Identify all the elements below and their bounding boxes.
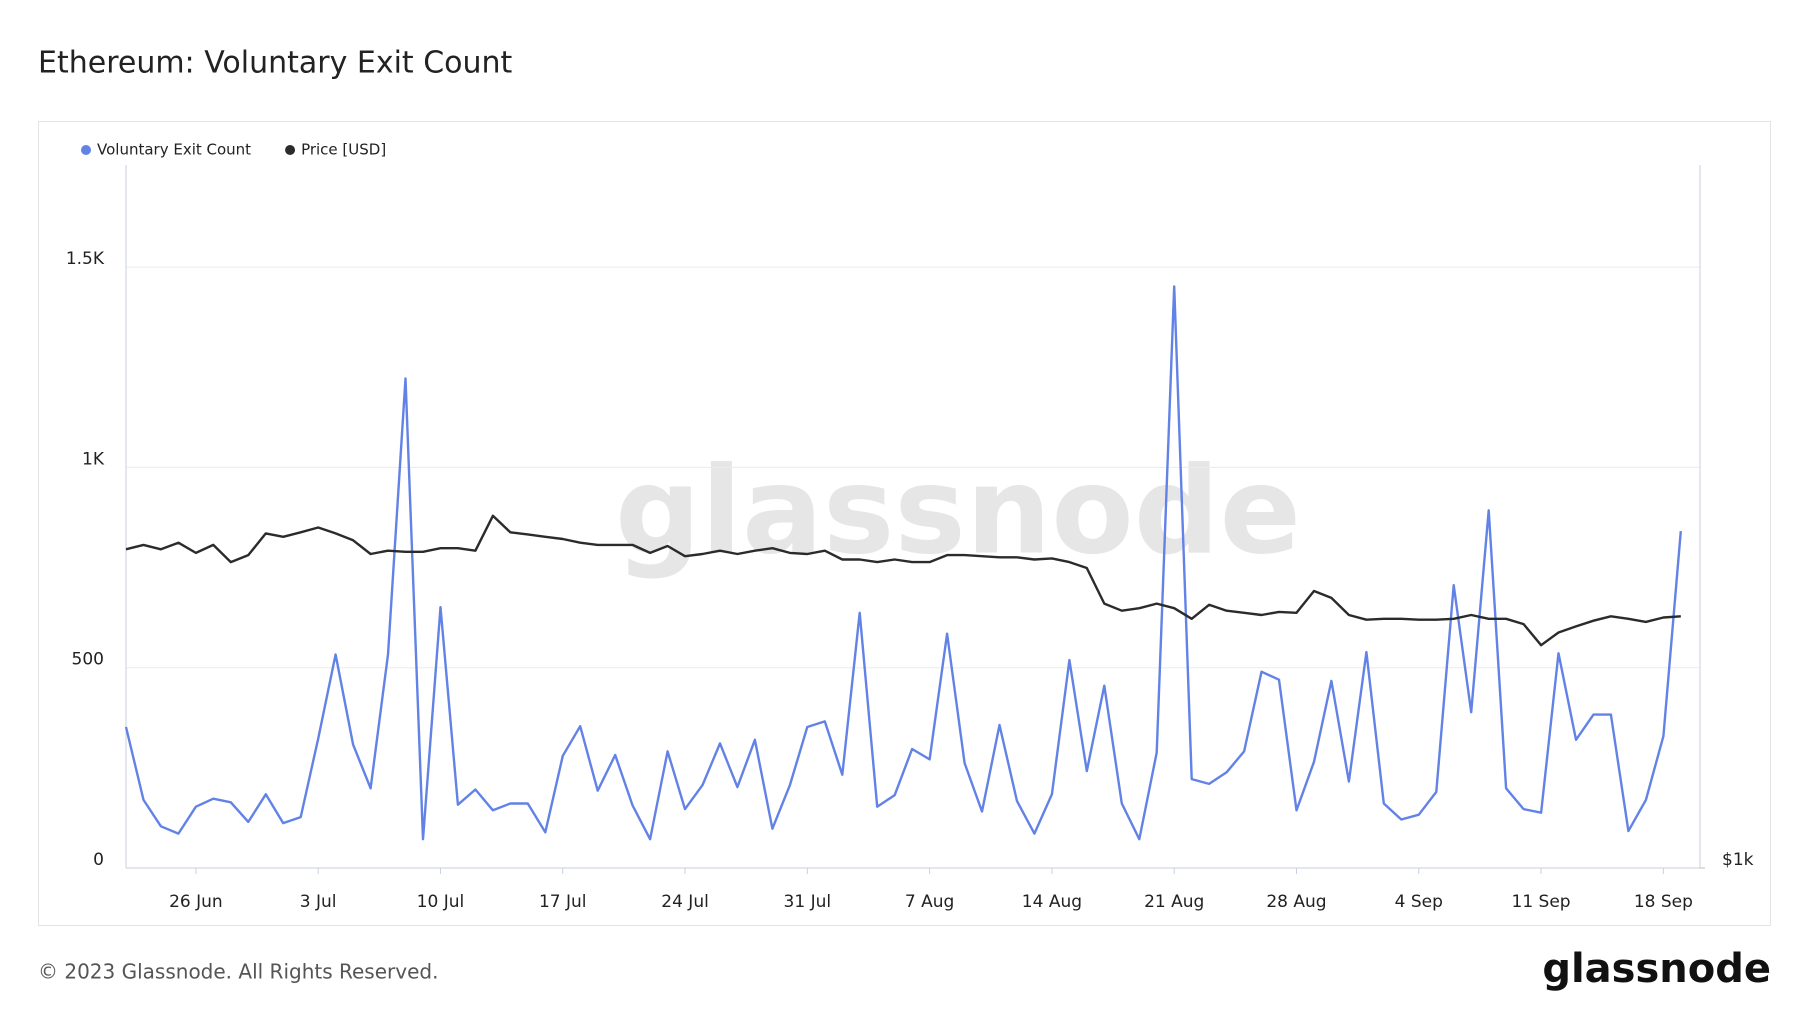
x-tick-label: 21 Aug bbox=[1144, 892, 1204, 912]
x-tick-label: 7 Aug bbox=[905, 892, 954, 912]
y-tick-label: 0 bbox=[93, 850, 104, 870]
x-tick-label: 26 Jun bbox=[169, 892, 223, 912]
series-line bbox=[125, 514, 1681, 647]
x-tick-label: 3 Jul bbox=[300, 892, 337, 912]
x-tick-label: 18 Sep bbox=[1634, 892, 1693, 912]
legend-marker bbox=[81, 145, 91, 155]
x-tick-label: 31 Jul bbox=[784, 892, 832, 912]
x-tick-label: 4 Sep bbox=[1395, 892, 1443, 912]
x-tick-label: 10 Jul bbox=[417, 892, 465, 912]
chart-title: Ethereum: Voluntary Exit Count bbox=[38, 46, 513, 81]
footer: © 2023 Glassnode. All Rights Reserved. bbox=[38, 960, 438, 984]
watermark: glassnode bbox=[615, 443, 1301, 582]
legend-label: Price [USD] bbox=[301, 141, 386, 159]
x-tick-label: 24 Jul bbox=[661, 892, 709, 912]
y-tick-label: 1K bbox=[82, 449, 105, 469]
x-tick-label: 11 Sep bbox=[1512, 892, 1571, 912]
x-tick-label: 17 Jul bbox=[539, 892, 587, 912]
series-line bbox=[124, 285, 1682, 841]
x-tick-label: 28 Aug bbox=[1266, 892, 1326, 912]
x-tick-label: 14 Aug bbox=[1022, 892, 1082, 912]
chart-frame bbox=[38, 121, 1771, 926]
legend-marker bbox=[285, 145, 296, 155]
y2-tick-label: $1k bbox=[1722, 850, 1754, 870]
brand-logo: glassnode bbox=[1542, 946, 1771, 992]
y-tick-label: 500 bbox=[72, 650, 104, 670]
legend-label: Voluntary Exit Count bbox=[97, 141, 251, 159]
y-tick-label: 1.5K bbox=[66, 249, 105, 269]
